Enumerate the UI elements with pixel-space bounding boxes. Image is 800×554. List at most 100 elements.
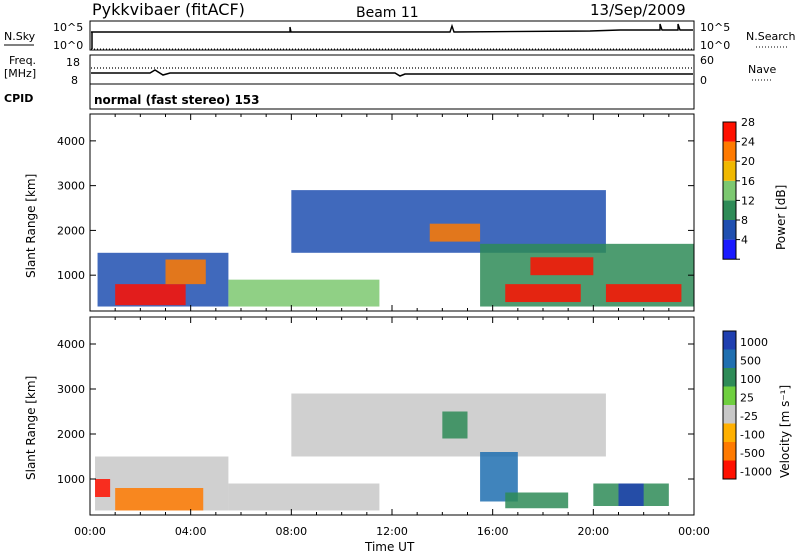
freq-label-line1: Freq. xyxy=(9,54,36,67)
y-tick-label: 4000 xyxy=(57,135,85,148)
noise-right-tick-bottom: 10^0 xyxy=(700,39,730,52)
power-scale-box xyxy=(723,122,736,142)
velocity-scale-label: 25 xyxy=(740,392,754,405)
velocity-scale-label: 500 xyxy=(740,355,761,368)
cpid-label: CPID xyxy=(4,92,33,105)
noise-left-tick-bottom: 10^0 xyxy=(53,39,83,52)
y-tick-label: 3000 xyxy=(57,180,85,193)
freq-panel: Freq. [MHz] 18 8 60 0 Nave xyxy=(4,54,776,87)
velocity-y-ticks: 1000 2000 3000 4000 xyxy=(57,338,694,486)
velocity-ylabel: Slant Range [km] xyxy=(24,376,38,480)
velocity-scale-box xyxy=(723,442,736,461)
power-x-ticks xyxy=(89,114,695,311)
time-tick-label: 04:00 xyxy=(175,525,207,538)
noise-right-label: N.Search xyxy=(746,30,796,43)
freq-left-tick-bottom: 8 xyxy=(71,74,78,87)
noise-sky-trace xyxy=(91,23,693,33)
scatter-region-5 xyxy=(442,411,468,439)
noise-left-tick-top: 10^5 xyxy=(53,21,83,34)
time-axis-labels: 00:00 04:00 08:00 12:00 16:00 20:00 00:00 xyxy=(74,525,710,538)
scatter-region-8 xyxy=(605,284,682,303)
power-scatter-regions xyxy=(97,190,694,307)
scatter-region-2 xyxy=(95,479,111,497)
cpid-panel-frame xyxy=(89,83,695,110)
time-tick-label: 00:00 xyxy=(678,525,710,538)
power-scale-box xyxy=(723,239,736,260)
nave-label: Nave xyxy=(748,63,776,76)
scatter-region-1 xyxy=(115,284,186,306)
cpid-mode: normal (fast stereo) 153 xyxy=(94,93,260,107)
freq-right-tick-top: 60 xyxy=(700,54,714,67)
freq-right-tick-bottom: 0 xyxy=(700,74,707,87)
scatter-region-9 xyxy=(530,257,594,276)
power-scale-box xyxy=(723,180,736,201)
power-scale-label: 16 xyxy=(741,175,755,188)
y-tick-label: 4000 xyxy=(57,338,85,351)
power-scale-label: 28 xyxy=(741,116,755,129)
time-tick-label: 00:00 xyxy=(74,525,106,538)
noise-right-tick-top: 10^5 xyxy=(700,21,730,34)
power-scale-box xyxy=(723,161,736,181)
scatter-region-3 xyxy=(228,483,380,511)
noise-left-label: N.Sky xyxy=(4,30,36,43)
date-label: 13/Sep/2009 xyxy=(590,1,686,19)
velocity-scale-box xyxy=(723,405,736,424)
time-tick-label: 08:00 xyxy=(275,525,307,538)
y-tick-label: 2000 xyxy=(57,428,85,441)
power-scale-label: Power [dB] xyxy=(774,185,788,250)
power-scale-label: 20 xyxy=(741,155,755,168)
velocity-scale-box xyxy=(723,368,736,387)
velocity-scale-box xyxy=(723,349,736,368)
velocity-scatter-regions xyxy=(95,393,669,511)
freq-left-tick-top: 18 xyxy=(66,56,80,69)
velocity-scale-label: 1000 xyxy=(740,336,768,349)
power-ylabel: Slant Range [km] xyxy=(24,174,38,278)
power-colorbar: 4 8 12 16 20 24 28 xyxy=(722,116,755,260)
velocity-scale-box xyxy=(723,460,736,479)
velocity-scale-label: -500 xyxy=(740,447,765,460)
freq-panel-frame xyxy=(89,54,695,85)
velocity-scale-box xyxy=(723,423,736,442)
y-tick-label: 1000 xyxy=(57,473,85,486)
velocity-scale-label: -25 xyxy=(740,410,758,423)
power-scale-label: 8 xyxy=(741,214,748,227)
velocity-scale-box xyxy=(723,331,736,350)
freq-trace xyxy=(91,69,693,77)
scatter-region-3 xyxy=(228,279,380,307)
power-scale-box xyxy=(723,220,736,240)
power-scale-frame xyxy=(722,121,737,260)
velocity-scale-frame xyxy=(722,330,737,480)
y-tick-label: 2000 xyxy=(57,224,85,237)
scatter-region-7 xyxy=(505,284,581,303)
noise-panel-frame xyxy=(89,20,695,51)
y-tick-label: 3000 xyxy=(57,383,85,396)
scatter-region-7 xyxy=(505,492,569,509)
beam-label: Beam 11 xyxy=(356,5,419,21)
time-tick-label: 16:00 xyxy=(477,525,509,538)
velocity-scale-label: Velocity [m s⁻¹] xyxy=(778,385,792,478)
power-scale-label: 24 xyxy=(741,136,755,149)
velocity-panel: 1000 2000 3000 4000 Slant Range [km] xyxy=(24,316,695,516)
velocity-scale-label: 100 xyxy=(740,373,761,386)
station-title: Pykkvibaer (fitACF) xyxy=(92,0,245,19)
scatter-region-1 xyxy=(115,488,204,511)
scatter-region-9 xyxy=(618,483,644,506)
velocity-scale-label: -100 xyxy=(740,429,765,442)
freq-label-line2: [MHz] xyxy=(4,67,36,80)
scatter-region-2 xyxy=(165,259,206,285)
velocity-x-ticks xyxy=(89,317,695,515)
velocity-scale-label: -1000 xyxy=(740,466,772,479)
scatter-region-5 xyxy=(429,223,481,242)
time-tick-label: 20:00 xyxy=(577,525,609,538)
y-tick-label: 1000 xyxy=(57,269,85,282)
power-scale-label: 4 xyxy=(741,234,748,247)
power-scale-label: 12 xyxy=(741,194,755,207)
time-tick-label: 12:00 xyxy=(376,525,408,538)
scatter-region-4 xyxy=(291,190,606,253)
velocity-scale-box xyxy=(723,386,736,405)
power-scale-box xyxy=(723,141,736,162)
power-scale-box xyxy=(723,200,736,220)
velocity-colorbar: 1000 500 100 25 -25 -100 -500 -1000 xyxy=(722,330,772,480)
power-panel: 1000 2000 3000 4000 Slant Range [km] xyxy=(24,113,695,312)
